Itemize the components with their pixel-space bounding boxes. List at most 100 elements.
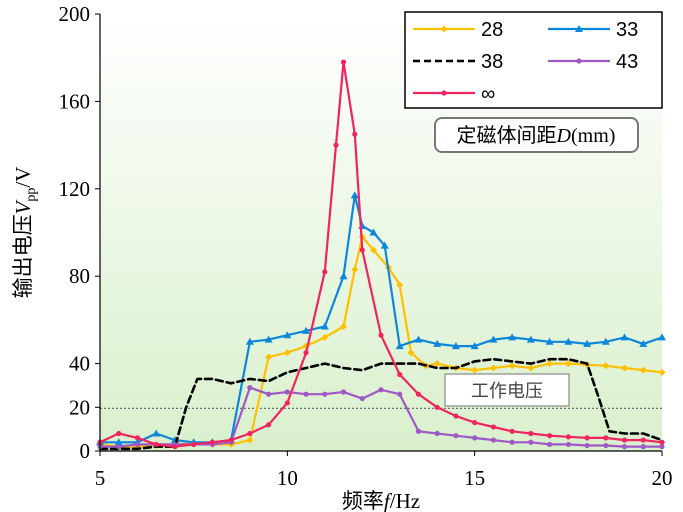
data-point	[546, 360, 554, 368]
data-point	[245, 337, 254, 345]
legend-marker	[440, 25, 448, 33]
data-point	[321, 333, 329, 341]
legend-title-text: 定磁体间距D(mm)	[457, 124, 616, 147]
data-point	[414, 335, 423, 343]
data-point	[114, 438, 123, 446]
data-point	[639, 339, 648, 347]
data-point	[378, 332, 384, 338]
data-point	[528, 430, 534, 437]
legend-item-4: ∞	[413, 83, 495, 105]
series-2	[98, 357, 664, 451]
data-point	[433, 360, 441, 368]
x-tick-label: 10	[277, 466, 298, 490]
data-point	[472, 435, 478, 441]
legend-label: ∞	[481, 83, 495, 105]
data-point	[470, 342, 479, 350]
data-point	[564, 360, 572, 368]
legend-item-3: 43	[548, 51, 638, 73]
data-point	[508, 362, 516, 370]
data-point	[490, 437, 496, 443]
data-point	[489, 364, 497, 372]
data-point	[322, 269, 328, 275]
data-point	[490, 424, 496, 430]
reference-layer: 工作电压	[100, 373, 662, 409]
data-point	[564, 337, 573, 345]
data-point	[322, 391, 328, 397]
data-point	[350, 191, 359, 199]
data-point	[621, 444, 628, 450]
data-point	[134, 435, 141, 441]
data-point	[333, 142, 339, 148]
data-point	[603, 435, 609, 441]
data-point	[246, 436, 254, 444]
data-point	[601, 337, 610, 345]
data-point	[584, 442, 590, 449]
data-point	[545, 337, 554, 345]
data-point	[359, 395, 365, 402]
data-point	[526, 335, 535, 343]
data-point	[621, 364, 629, 372]
data-point	[603, 442, 609, 449]
data-point	[116, 430, 122, 437]
y-tick-label: 0	[80, 439, 91, 463]
data-point	[395, 342, 404, 350]
data-point	[228, 437, 234, 443]
data-point	[265, 353, 273, 361]
y-tick-label: 160	[59, 89, 91, 113]
data-point	[153, 441, 159, 448]
data-point	[351, 266, 359, 274]
data-point	[639, 366, 647, 374]
data-point	[359, 247, 365, 253]
data-point	[396, 281, 404, 289]
data-point	[658, 333, 666, 341]
data-point	[380, 241, 389, 249]
legend-label: 33	[616, 19, 638, 41]
data-point	[264, 335, 273, 343]
working-voltage-label-box	[444, 373, 570, 407]
x-tick-label: 20	[652, 466, 673, 490]
data-point	[451, 342, 460, 350]
data-point	[340, 389, 347, 395]
data-point	[453, 413, 459, 419]
data-point	[370, 246, 378, 254]
data-point	[283, 331, 292, 339]
data-point	[509, 439, 515, 445]
legend-marker	[441, 90, 447, 96]
data-point	[527, 364, 535, 372]
legend-item-0: 28	[413, 19, 503, 41]
legend-title-box	[434, 117, 639, 153]
data-point	[116, 444, 122, 450]
data-point	[247, 430, 253, 437]
data-point	[415, 391, 422, 397]
data-point	[302, 326, 311, 334]
x-tick-label: 15	[464, 466, 485, 490]
y-tick-label: 40	[69, 352, 90, 376]
legend-marker	[576, 58, 582, 64]
data-point	[191, 441, 197, 448]
axis-layer: 0 20 40 80 120 160 200 5 10 15 20 频率f/Hz 输出电压Vpp/V	[11, 2, 673, 512]
data-point	[303, 391, 309, 397]
data-point	[407, 349, 415, 357]
data-point	[453, 433, 459, 439]
data-point	[320, 322, 329, 330]
data-point	[209, 439, 215, 445]
data-point	[547, 433, 553, 439]
data-point	[640, 444, 646, 450]
data-point	[509, 428, 515, 434]
y-tick-label: 20	[69, 395, 90, 419]
data-point	[658, 368, 666, 376]
legend-layer: 28 33 38 43 ∞ 定磁体间距D(mm)	[404, 11, 663, 153]
data-point	[659, 444, 665, 450]
data-point	[565, 441, 571, 448]
y-axis-title: 输出电压Vpp/V	[11, 167, 39, 299]
series-layer	[96, 59, 666, 451]
data-point	[352, 131, 358, 137]
y-tick-label: 200	[59, 2, 91, 26]
data-point	[565, 434, 571, 440]
data-point	[340, 322, 348, 330]
data-point	[547, 441, 553, 448]
data-point	[415, 428, 422, 434]
data-point	[172, 444, 178, 450]
data-point	[583, 339, 592, 347]
data-point	[284, 389, 290, 395]
